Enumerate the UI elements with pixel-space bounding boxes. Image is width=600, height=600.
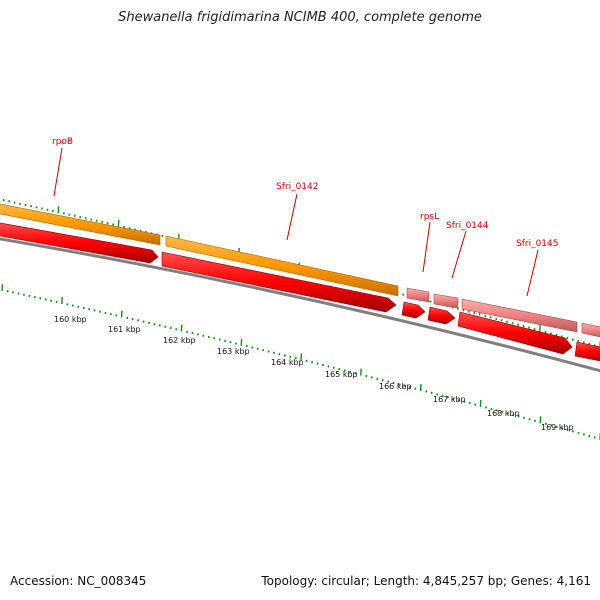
- inner-tick-marks: [1, 283, 600, 440]
- gene-label-sfri-0145[interactable]: Sfri_0145: [516, 239, 559, 249]
- genome-stats-text: Topology: circular; Length: 4,845,257 bp…: [261, 574, 591, 588]
- gene-label-sfri-0144[interactable]: Sfri_0144: [446, 221, 489, 231]
- rpoB-feature[interactable]: [0, 203, 161, 246]
- scale-label: 160 kbp: [54, 315, 87, 324]
- scale-label: 164 kbp: [271, 358, 304, 367]
- accession-text: Accession: NC_008345: [10, 574, 147, 588]
- scale-labels: 160 kbp 161 kbp 162 kbp 163 kbp 164 kbp …: [54, 315, 574, 432]
- rpsL-arrow[interactable]: [401, 301, 426, 319]
- scale-label: 161 kbp: [108, 325, 141, 334]
- sfri-0142-feature[interactable]: [165, 235, 399, 297]
- gene-label-sfri-0142[interactable]: Sfri_0142: [276, 182, 319, 192]
- next-feature-upper[interactable]: [581, 322, 600, 338]
- gene-label-rpoB[interactable]: rpoB: [52, 137, 73, 147]
- gene-labels: rpoB Sfri_0142 rpsL Sfri_0144 Sfri_0145: [52, 137, 559, 297]
- scale-label: 169 kbp: [541, 423, 574, 432]
- scale-label: 168 kbp: [487, 409, 520, 418]
- sfri-0145-feature[interactable]: [461, 298, 578, 333]
- scale-label: 163 kbp: [217, 347, 250, 356]
- sfri-0145-arrow[interactable]: [457, 311, 573, 355]
- next-feature-lower[interactable]: [574, 341, 600, 362]
- map-title: Shewanella frigidimarina NCIMB 400, comp…: [118, 10, 482, 25]
- upper-strand-features: [0, 203, 600, 338]
- rpsL-feature[interactable]: [406, 287, 430, 303]
- sfri-0144-feature[interactable]: [433, 293, 459, 309]
- sfri-0144-arrow[interactable]: [427, 306, 456, 325]
- sfri-0142-arrow[interactable]: [161, 251, 397, 313]
- scale-label: 167 kbp: [433, 395, 466, 404]
- scale-label: 162 kbp: [163, 336, 196, 345]
- lower-strand-features: [0, 222, 600, 362]
- scale-label: 166 kbp: [379, 382, 412, 391]
- gene-label-rpsL[interactable]: rpsL: [420, 212, 439, 222]
- scale-label: 165 kbp: [325, 370, 358, 379]
- genome-backbone: [0, 237, 600, 373]
- rpoB-arrow[interactable]: [0, 222, 159, 264]
